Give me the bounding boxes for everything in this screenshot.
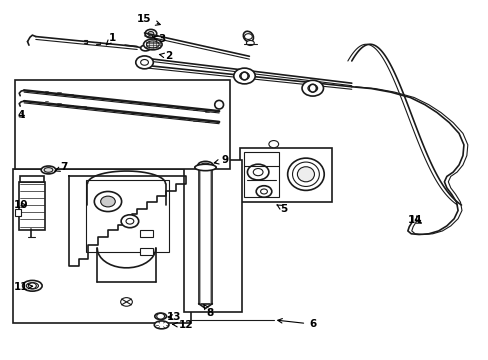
Circle shape bbox=[157, 314, 164, 319]
Circle shape bbox=[244, 34, 252, 40]
Text: 14: 14 bbox=[407, 215, 422, 225]
Circle shape bbox=[136, 56, 153, 69]
Ellipse shape bbox=[297, 167, 314, 182]
Bar bbox=[140, 230, 153, 237]
Text: 7: 7 bbox=[55, 162, 68, 172]
Circle shape bbox=[94, 192, 122, 212]
Text: 10: 10 bbox=[14, 200, 28, 210]
Text: 3: 3 bbox=[152, 35, 165, 44]
Circle shape bbox=[260, 189, 267, 194]
Ellipse shape bbox=[143, 39, 162, 50]
Text: 8: 8 bbox=[203, 305, 214, 318]
Circle shape bbox=[233, 68, 255, 84]
Bar bbox=[86, 180, 168, 252]
Bar bbox=[239, 148, 331, 202]
Circle shape bbox=[28, 283, 36, 289]
Bar bbox=[183, 160, 242, 312]
Circle shape bbox=[247, 164, 268, 180]
Ellipse shape bbox=[155, 313, 166, 319]
Text: 6: 6 bbox=[277, 319, 316, 329]
Circle shape bbox=[121, 215, 139, 228]
Circle shape bbox=[148, 32, 154, 36]
Bar bbox=[243, 152, 278, 197]
Ellipse shape bbox=[41, 166, 56, 174]
Circle shape bbox=[101, 196, 115, 207]
Bar bbox=[15, 210, 21, 216]
Circle shape bbox=[307, 85, 317, 92]
Ellipse shape bbox=[214, 100, 223, 109]
Text: 2: 2 bbox=[159, 51, 172, 61]
Circle shape bbox=[141, 59, 148, 65]
Ellipse shape bbox=[200, 163, 210, 168]
Ellipse shape bbox=[308, 84, 316, 92]
Circle shape bbox=[256, 186, 271, 197]
Ellipse shape bbox=[241, 72, 247, 80]
Ellipse shape bbox=[246, 41, 254, 45]
Ellipse shape bbox=[146, 41, 159, 48]
Text: 13: 13 bbox=[166, 312, 181, 322]
Ellipse shape bbox=[141, 45, 150, 51]
Text: 11: 11 bbox=[14, 282, 33, 292]
Bar bbox=[20, 176, 43, 182]
Text: 9: 9 bbox=[214, 155, 228, 165]
Text: 15: 15 bbox=[137, 14, 160, 25]
Ellipse shape bbox=[194, 164, 216, 171]
Circle shape bbox=[126, 219, 134, 224]
Ellipse shape bbox=[287, 158, 324, 190]
Bar bbox=[19, 182, 44, 230]
Ellipse shape bbox=[292, 162, 319, 186]
Ellipse shape bbox=[44, 168, 53, 172]
Circle shape bbox=[121, 298, 132, 306]
Circle shape bbox=[253, 168, 263, 176]
Ellipse shape bbox=[26, 283, 39, 289]
Bar bbox=[15, 80, 229, 169]
Circle shape bbox=[268, 140, 278, 148]
Ellipse shape bbox=[22, 280, 42, 291]
Text: 12: 12 bbox=[172, 320, 193, 330]
Ellipse shape bbox=[197, 161, 213, 170]
Bar bbox=[198, 169, 212, 304]
Text: 5: 5 bbox=[276, 204, 286, 214]
Circle shape bbox=[145, 30, 157, 38]
Bar bbox=[13, 169, 190, 323]
Circle shape bbox=[239, 72, 249, 80]
Bar bbox=[140, 248, 153, 255]
Text: 4: 4 bbox=[18, 111, 25, 121]
Ellipse shape bbox=[243, 31, 253, 42]
Circle shape bbox=[302, 80, 323, 96]
Ellipse shape bbox=[154, 321, 168, 329]
Text: 1: 1 bbox=[106, 33, 116, 45]
